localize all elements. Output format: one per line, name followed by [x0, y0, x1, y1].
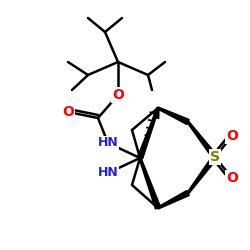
- Text: S: S: [210, 150, 220, 164]
- Polygon shape: [187, 122, 217, 159]
- Polygon shape: [139, 158, 160, 209]
- Text: HN: HN: [98, 166, 118, 179]
- Text: O: O: [62, 105, 74, 119]
- Text: O: O: [112, 88, 124, 102]
- Text: O: O: [226, 171, 238, 185]
- Polygon shape: [158, 190, 189, 209]
- Polygon shape: [158, 107, 189, 124]
- Polygon shape: [187, 155, 217, 194]
- Polygon shape: [153, 108, 159, 118]
- Text: HN: HN: [98, 136, 118, 149]
- Text: O: O: [226, 129, 238, 143]
- Polygon shape: [138, 108, 159, 159]
